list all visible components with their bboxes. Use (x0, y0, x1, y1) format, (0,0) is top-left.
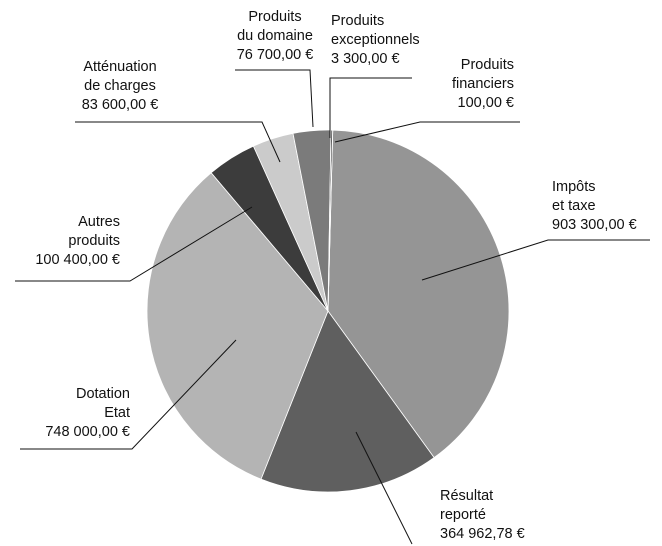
category-name: Produits financiers (451, 57, 514, 92)
category-name: Dotation Etat (75, 386, 130, 421)
category-name: Produits du domaine (237, 9, 313, 44)
slice-label: Atténuation de charges 83 600,00 € (60, 58, 180, 115)
category-name: Résultat reporté (440, 488, 494, 523)
value-label: 903 300,00 € (552, 217, 637, 233)
pie-slice (260, 310, 435, 493)
category-name: Autres produits (68, 214, 120, 249)
leader-line (20, 339, 237, 450)
leader-line (329, 77, 412, 138)
leader-line (235, 69, 314, 128)
slice-label: Autres produits 100 400,00 € (10, 213, 120, 270)
value-label: 3 300,00 € (331, 51, 400, 67)
pie-slice (327, 129, 510, 459)
slice-label: Produits financiers 100,00 € (400, 56, 514, 113)
value-label: 100,00 € (457, 95, 514, 111)
value-label: 83 600,00 € (81, 97, 159, 113)
leader-line (355, 431, 413, 545)
leader-line (75, 121, 281, 163)
category-name: Atténuation de charges (83, 59, 157, 94)
slice-label: Dotation Etat 748 000,00 € (10, 385, 130, 442)
value-label: 364 962,78 € (440, 526, 525, 542)
category-name: Impôts et taxe (552, 179, 596, 214)
value-label: 748 000,00 € (45, 424, 130, 440)
leader-line (334, 121, 520, 143)
pie-slice (146, 172, 329, 480)
leader-line (421, 239, 650, 281)
slice-label: Impôts et taxe 903 300,00 € (552, 178, 637, 235)
slice-label: Produits du domaine 76 700,00 € (220, 8, 330, 65)
slice-label: Résultat reporté 364 962,78 € (440, 487, 525, 544)
leader-line (15, 206, 253, 282)
pie-slice (327, 129, 334, 312)
value-label: 76 700,00 € (236, 47, 314, 63)
category-name: Produits exceptionnels (331, 13, 420, 48)
slice-label: Produits exceptionnels 3 300,00 € (331, 12, 420, 69)
value-label: 100 400,00 € (35, 252, 120, 268)
